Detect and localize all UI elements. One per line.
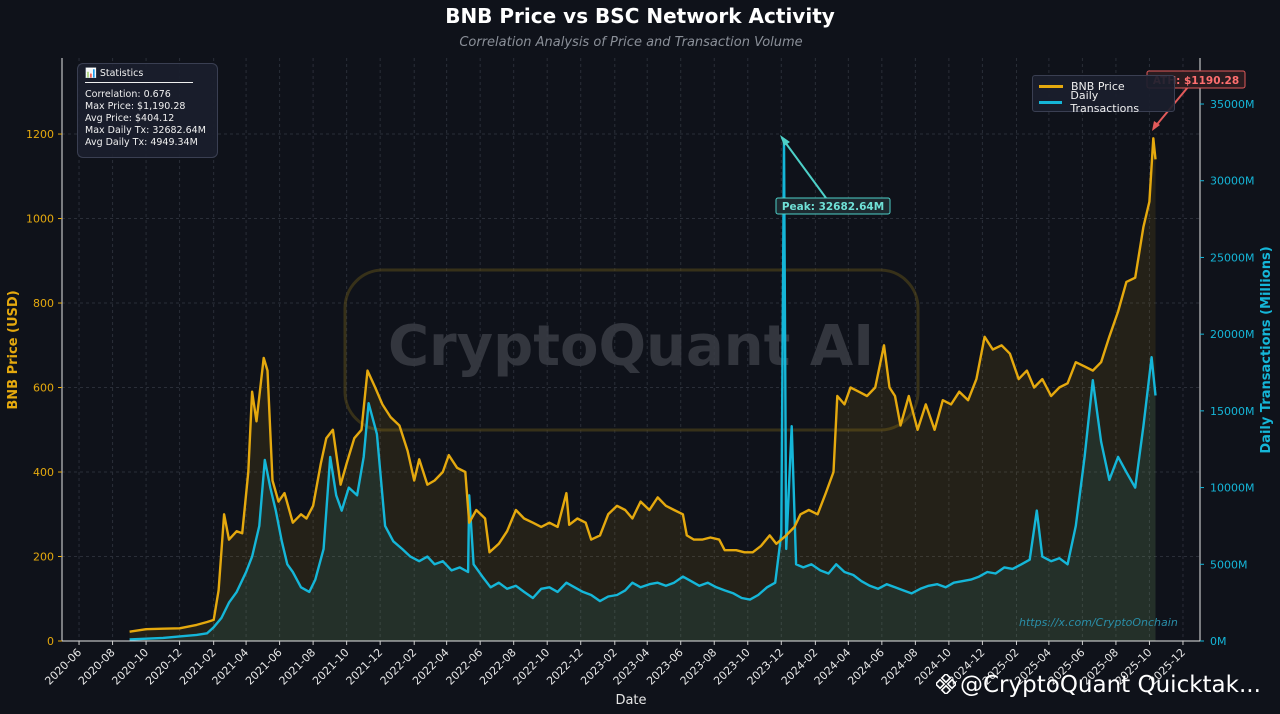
right-tick-label: 10000M — [1210, 482, 1254, 495]
tx-peak-label-box — [775, 197, 891, 215]
grid-lines — [62, 58, 1200, 642]
binance-logo-icon — [936, 674, 956, 694]
x-tick-label: 2022-12 — [544, 646, 586, 688]
source-url[interactable]: https://x.com/CryptoOnchain — [1019, 616, 1178, 629]
stat-max-price: Max Price: $1,190.28 — [85, 101, 186, 112]
legend-swatch-price — [1039, 84, 1063, 88]
tx-peak-arrowhead — [780, 135, 790, 146]
x-tick-label: 2021-12 — [344, 646, 386, 688]
stat-max-tx: Max Daily Tx: 32682.64M — [85, 125, 206, 136]
statistics-panel: 📊 Statistics Correlation: 0.676 Max Pric… — [77, 63, 218, 158]
watermark-text: CryptoQuant AI — [388, 314, 874, 379]
chart-title: BNB Price vs BSC Network Activity — [445, 4, 835, 28]
price-series-area — [129, 138, 1156, 642]
right-tick-label: 20000M — [1210, 328, 1254, 341]
statistics-divider — [85, 82, 193, 83]
left-tick-label: 0 — [47, 635, 54, 648]
background-watermark: CryptoQuant AI — [343, 268, 920, 432]
tx-series-line — [129, 138, 1157, 641]
right-tick-label: 0M — [1210, 635, 1227, 648]
left-y-ticks: 0 200 400 600 800 1000 1200 — [26, 128, 62, 648]
left-tick-label: 800 — [33, 297, 54, 310]
legend-label-price: BNB Price — [1071, 79, 1125, 93]
legend: BNB Price Daily Transactions — [1032, 75, 1175, 115]
left-tick-label: 200 — [33, 551, 54, 564]
statistics-heading: 📊 Statistics — [85, 68, 144, 79]
left-tick-label: 1200 — [26, 128, 54, 141]
legend-item-price: BNB Price — [1039, 78, 1168, 94]
footer-watermark: @CryptoQuant Quicktak... — [936, 672, 1261, 698]
footer-handle: @CryptoQuant Quicktak... — [960, 672, 1261, 698]
right-tick-label: 5000M — [1210, 558, 1248, 571]
x-axis-label: Date — [615, 693, 646, 708]
axes — [61, 58, 1201, 642]
stat-avg-tx: Avg Daily Tx: 4949.34M — [85, 137, 198, 148]
chart-subtitle: Correlation Analysis of Price and Transa… — [459, 35, 802, 50]
stat-avg-price: Avg Price: $404.12 — [85, 113, 175, 124]
right-tick-label: 35000M — [1210, 98, 1254, 111]
left-y-axis-label: BNB Price (USD) — [6, 290, 21, 409]
series-areas — [129, 138, 1156, 642]
price-peak-arrowhead — [1152, 121, 1160, 131]
right-tick-label: 30000M — [1210, 175, 1254, 188]
legend-label-tx: Daily Transactions — [1070, 89, 1140, 115]
legend-swatch-tx — [1039, 100, 1063, 104]
right-tick-label: 25000M — [1210, 251, 1254, 264]
price-series-line — [129, 137, 1157, 633]
tx-peak-label: Peak: 32682.64M — [782, 201, 884, 213]
right-y-axis-label: Daily Transactions (Millions) — [1259, 246, 1274, 453]
right-y-ticks: 0M 5000M 10000M 15000M 20000M 25000M 30000M 350… — [1200, 98, 1254, 648]
tx-peak-arrow — [781, 137, 827, 199]
tx-series-area — [129, 139, 1156, 641]
series-lines — [129, 137, 1157, 641]
left-tick-label: 1000 — [26, 213, 54, 226]
right-tick-label: 15000M — [1210, 405, 1254, 418]
stat-correlation: Correlation: 0.676 — [85, 89, 171, 100]
left-tick-label: 600 — [33, 382, 54, 395]
x-tick-label: 2023-12 — [745, 646, 787, 688]
left-tick-label: 400 — [33, 466, 54, 479]
legend-item-tx: Daily Transactions — [1039, 89, 1168, 115]
x-tick-label: 2020-12 — [143, 646, 185, 688]
